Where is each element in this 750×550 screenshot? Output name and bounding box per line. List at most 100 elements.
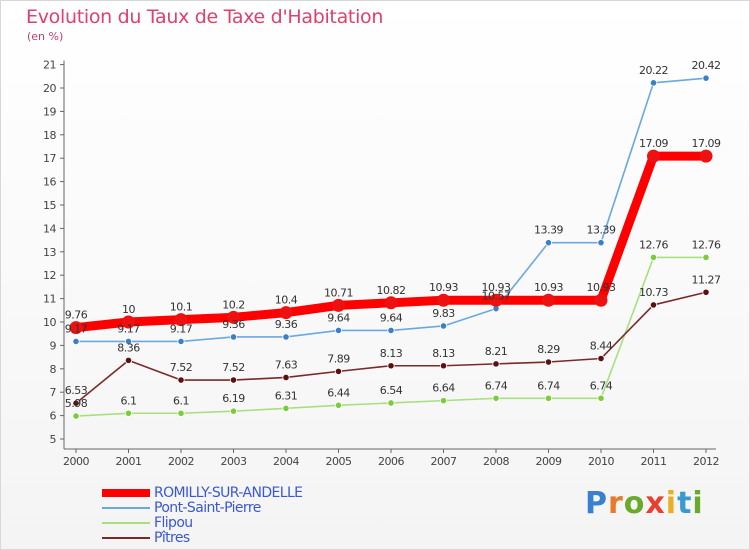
data-label: 9.64: [327, 311, 350, 324]
data-point: [544, 358, 553, 366]
x-tick-label: 2011: [641, 455, 667, 468]
data-label: 7.89: [327, 352, 350, 365]
data-label: 7.63: [275, 358, 298, 371]
data-point: [542, 293, 555, 307]
proxiti-logo: Proxiti: [585, 486, 704, 521]
x-tick-label: 2012: [693, 455, 719, 468]
data-point: [229, 333, 238, 341]
data-point: [72, 399, 80, 407]
data-point: [649, 253, 658, 262]
data-label: 9.36: [275, 318, 298, 331]
data-label: 6.1: [173, 394, 189, 407]
data-label: 9.17: [65, 322, 88, 335]
x-tick-label: 2009: [536, 455, 562, 468]
data-label: 17.09: [692, 137, 721, 150]
data-point: [282, 373, 290, 382]
data-label: 8.29: [537, 343, 560, 356]
data-label: 10.1: [170, 301, 193, 314]
data-point: [492, 360, 500, 368]
data-point: [702, 74, 710, 82]
data-label: 10.93: [429, 281, 458, 294]
data-point: [124, 337, 133, 346]
data-label: 6.74: [590, 379, 613, 392]
data-point: [384, 296, 398, 310]
y-tick-label: 13: [43, 246, 56, 259]
y-tick-label: 18: [43, 129, 56, 142]
logo-letter: x: [645, 486, 666, 521]
data-label: 9.64: [380, 311, 403, 324]
legend: ROMILLY-SUR-ANDELLE Pont-Saint-Pierre Fl…: [102, 485, 362, 546]
data-point: [649, 79, 658, 87]
legend-item-pitres: Pîtres: [102, 530, 362, 546]
y-tick-label: 20: [43, 82, 56, 95]
data-label: 8.21: [485, 345, 508, 358]
data-label: 11.27: [692, 273, 721, 286]
data-label: 8.13: [432, 347, 455, 360]
legend-swatch-flipou: [102, 522, 150, 524]
chart-subtitle: (en %): [27, 30, 64, 43]
data-label: 10.57: [482, 290, 511, 303]
data-point: [174, 313, 188, 327]
y-tick-label: 12: [43, 269, 56, 282]
data-label: 13.39: [587, 224, 616, 237]
data-point: [229, 376, 238, 384]
data-point: [332, 298, 345, 312]
data-label: 6.53: [65, 384, 88, 397]
x-tick-label: 2000: [63, 455, 89, 468]
legend-label-flipou: Flipou: [154, 515, 193, 531]
data-label: 10.71: [324, 286, 353, 299]
y-tick-label: 7: [50, 386, 57, 399]
data-label: 6.74: [485, 379, 508, 392]
y-tick-label: 8: [50, 363, 57, 376]
y-tick-label: 5: [50, 433, 57, 446]
data-label: 7.52: [170, 361, 193, 374]
data-label: 12.76: [639, 238, 668, 251]
logo-letter: i: [692, 486, 704, 521]
data-point: [702, 253, 710, 262]
logo-letter: o: [623, 486, 646, 521]
data-point: [122, 315, 135, 329]
data-point: [334, 367, 343, 375]
legend-label-pitres: Pîtres: [154, 530, 190, 546]
data-label: 6.1: [121, 394, 137, 407]
y-tick-label: 17: [43, 152, 56, 165]
logo-letter: P: [585, 486, 608, 521]
y-tick-label: 9: [50, 339, 57, 352]
data-label: 9.17: [170, 322, 193, 335]
data-label: 6.19: [222, 392, 245, 405]
data-label: 12.76: [692, 238, 721, 251]
data-point: [334, 401, 343, 409]
legend-swatch-pitres: [102, 537, 150, 539]
data-label: 10.82: [377, 284, 406, 297]
data-label: 6.74: [537, 379, 560, 392]
data-label: 8.13: [380, 347, 403, 360]
y-tick-label: 6: [50, 410, 57, 423]
data-point: [177, 376, 185, 384]
data-label: 10.73: [639, 286, 668, 299]
data-point: [647, 149, 660, 163]
data-label: 9.36: [222, 318, 245, 331]
data-point: [544, 239, 553, 247]
data-label: 10.93: [534, 281, 563, 294]
data-point: [387, 362, 395, 370]
data-point: [439, 362, 448, 370]
data-label: 10.93: [587, 281, 616, 294]
data-point: [279, 306, 293, 320]
x-tick-label: 2003: [221, 455, 247, 468]
data-label: 20.42: [692, 59, 721, 72]
legend-swatch-pont-saint-pierre: [102, 507, 150, 509]
y-tick-label: 16: [43, 176, 56, 189]
legend-label-pont-saint-pierre: Pont-Saint-Pierre: [154, 500, 261, 516]
data-label: 13.39: [534, 224, 563, 237]
data-point: [544, 394, 553, 402]
data-point: [229, 407, 238, 415]
data-point: [282, 404, 290, 412]
data-label: 7.52: [222, 361, 245, 374]
data-label: 6.44: [327, 386, 350, 399]
data-point: [387, 326, 395, 335]
data-label: 6.54: [380, 384, 403, 397]
data-label: 9.83: [432, 307, 455, 320]
legend-item-flipou: Flipou: [102, 515, 362, 531]
data-point: [387, 399, 395, 407]
x-tick-label: 2007: [431, 455, 457, 468]
